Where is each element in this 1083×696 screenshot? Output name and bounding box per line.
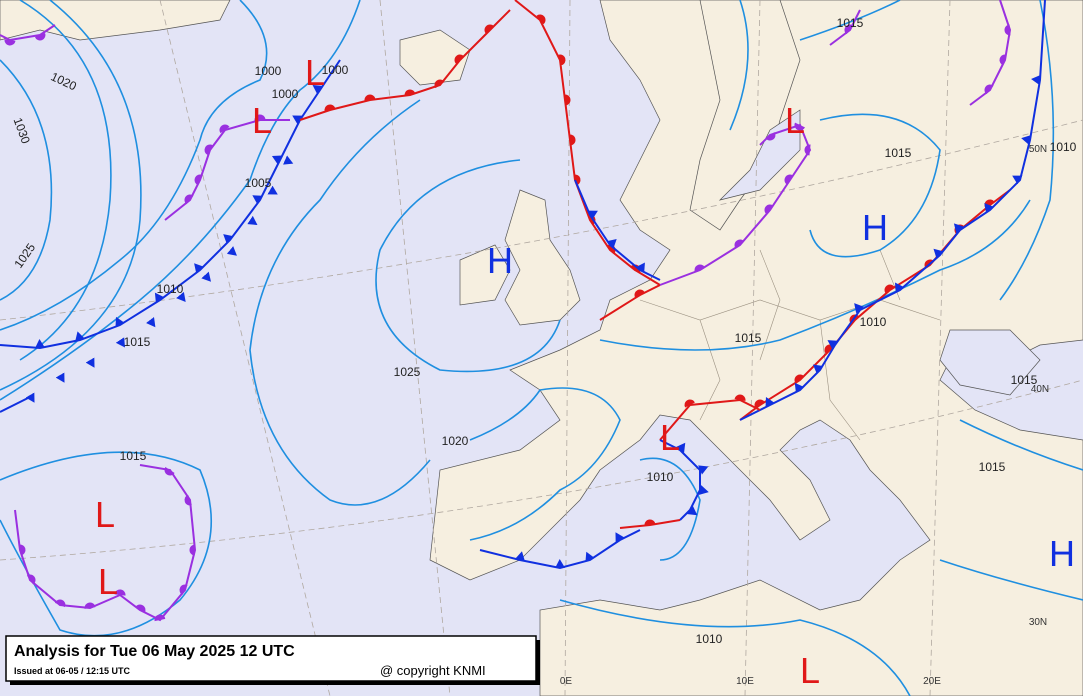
pressure-center: L [95, 494, 115, 535]
isobar-label: 1015 [979, 460, 1006, 474]
grid-label: 30N [1029, 617, 1047, 628]
pressure-center: L [800, 650, 820, 691]
pressure-center: L [660, 417, 680, 458]
isobar-label: 1015 [124, 335, 151, 349]
isobar-label: 1015 [837, 16, 864, 30]
isobar-label: 1015 [120, 449, 147, 463]
pressure-center: L [98, 561, 118, 602]
issued: Issued at 06-05 / 12:15 UTC [14, 666, 131, 676]
isobar-label: 1005 [245, 176, 272, 190]
isobar-label: 1010 [1050, 140, 1077, 154]
isobar-label: 1010 [860, 315, 887, 329]
fronts [0, 0, 1046, 622]
pressure-center: H [862, 207, 888, 248]
title: Analysis for Tue 06 May 2025 12 UTC [14, 643, 295, 660]
grid-label: 20E [923, 676, 941, 687]
pressure-center: H [487, 240, 513, 281]
pressure-center: L [252, 100, 272, 141]
isobar-label: 1000 [272, 87, 299, 101]
isobar-label: 1010 [157, 282, 184, 296]
isobar-label: 1015 [735, 331, 762, 345]
pressure-center: H [1049, 533, 1075, 574]
isobar-label: 1010 [696, 632, 723, 646]
grid-label: 10E [736, 676, 754, 687]
isobar-label: 1000 [255, 64, 282, 78]
isobar-label: 1025 [394, 365, 421, 379]
grid-label: 50N [1029, 144, 1047, 155]
grid-label: 40N [1031, 384, 1049, 395]
isobar-label: 1020 [442, 434, 469, 448]
isobar-label: 1010 [647, 470, 674, 484]
pressure-center: L [305, 52, 325, 93]
isobar-label: 1015 [885, 146, 912, 160]
legend-box: Analysis for Tue 06 May 2025 12 UTC Issu… [5, 635, 540, 685]
copyright: @ copyright KNMI [380, 663, 486, 678]
grid-label: 0E [560, 676, 573, 687]
isobar-label: 1015 [1011, 373, 1038, 387]
isobar-label: 1000 [322, 63, 349, 77]
pressure-center: L [785, 100, 805, 141]
